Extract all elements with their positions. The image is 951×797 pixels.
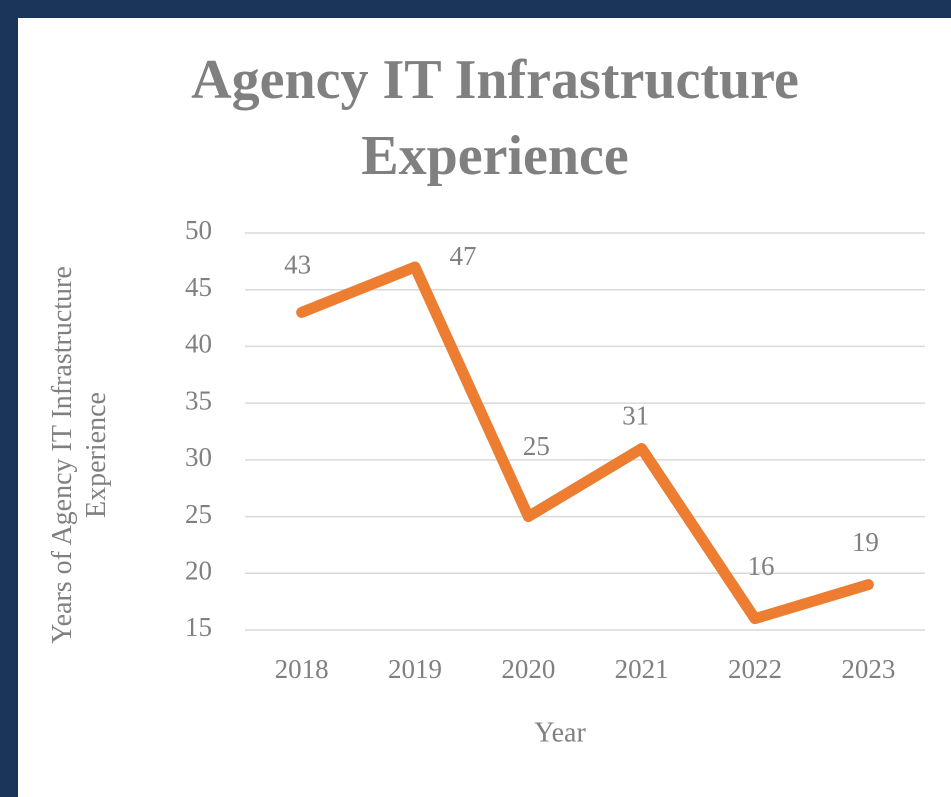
line-series: [296, 261, 874, 625]
y-tick-label: 40: [185, 329, 212, 359]
y-axis-label: Years of Agency IT Infrastructure Experi…: [47, 266, 112, 644]
chart-title: Agency IT Infrastructure Experience: [191, 49, 799, 187]
y-tick-label: 20: [185, 555, 212, 585]
y-tick-label: 30: [185, 442, 212, 472]
x-tick-label: 2018: [275, 654, 329, 684]
y-tick-label: 50: [185, 215, 212, 245]
data-label: 31: [622, 401, 649, 431]
y-tick-label: 45: [185, 272, 212, 302]
x-axis-label: Year: [534, 717, 586, 748]
data-label: 47: [450, 241, 477, 271]
data-label: 19: [852, 527, 879, 557]
x-tick-label: 2021: [615, 654, 669, 684]
x-tick-label: 2022: [728, 654, 782, 684]
y-tick-label: 35: [185, 385, 212, 415]
x-tick-label: 2023: [841, 654, 895, 684]
data-label: 16: [748, 551, 775, 581]
y-tick-label: 15: [185, 612, 212, 642]
data-label: 43: [284, 250, 311, 280]
x-tick-label: 2020: [501, 654, 555, 684]
x-tick-label: 2019: [388, 654, 442, 684]
y-tick-label: 25: [185, 499, 212, 529]
data-label: 25: [523, 431, 550, 461]
